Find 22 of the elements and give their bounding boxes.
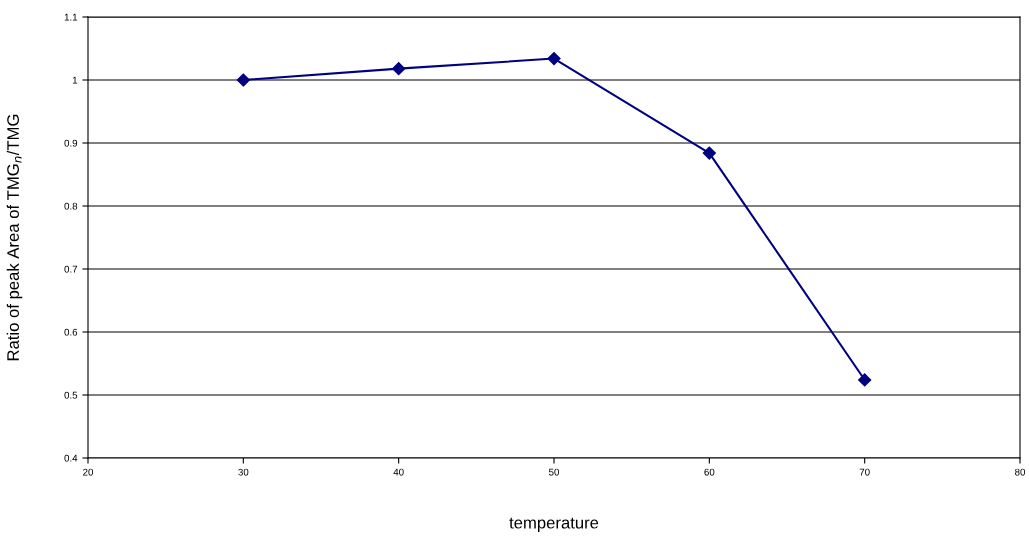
point bbox=[702, 146, 716, 160]
y-tick-label: 0.6 bbox=[64, 328, 78, 336]
x-tick-label: 50 bbox=[548, 468, 560, 476]
point bbox=[858, 373, 872, 387]
x-tick-label: 30 bbox=[238, 468, 249, 476]
point bbox=[392, 62, 406, 76]
x-tick-label: 20 bbox=[83, 468, 94, 476]
y-axis-title: Ratio of peak Area of TMG$_{n}$/TMG bbox=[6, 114, 23, 361]
x-tick-label: 70 bbox=[859, 468, 870, 476]
x-tick-label: 80 bbox=[1015, 468, 1026, 476]
point bbox=[547, 51, 561, 66]
y-tick-label: 1.1 bbox=[64, 13, 78, 21]
y-tick-label: 1 bbox=[72, 76, 78, 84]
point bbox=[236, 73, 250, 87]
x-axis-title: temperature bbox=[509, 517, 599, 532]
y-tick-label: 0.9 bbox=[64, 139, 78, 147]
y-tick-label: 0.7 bbox=[64, 265, 78, 273]
y-tick-label: 0.5 bbox=[64, 391, 78, 399]
y-tick-label: 0.4 bbox=[64, 454, 78, 462]
x-tick-label: 60 bbox=[704, 468, 715, 476]
x-tick-label: 40 bbox=[393, 468, 404, 476]
y-tick-label: 0.8 bbox=[64, 202, 78, 210]
